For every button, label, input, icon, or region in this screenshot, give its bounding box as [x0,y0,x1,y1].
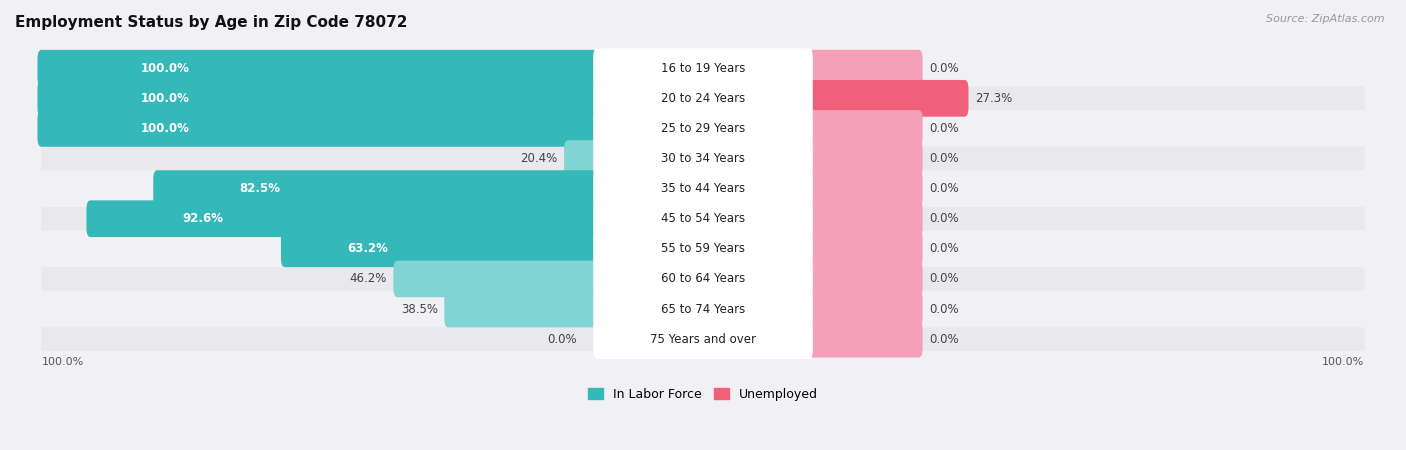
Text: 46.2%: 46.2% [350,272,387,285]
Text: 60 to 64 Years: 60 to 64 Years [661,272,745,285]
FancyBboxPatch shape [593,139,813,178]
FancyBboxPatch shape [593,108,813,148]
FancyBboxPatch shape [593,48,813,88]
FancyBboxPatch shape [38,110,707,147]
Text: 100.0%: 100.0% [141,92,190,105]
Text: 0.0%: 0.0% [929,62,959,75]
FancyBboxPatch shape [808,110,922,147]
FancyBboxPatch shape [593,199,813,238]
FancyBboxPatch shape [281,230,707,267]
FancyBboxPatch shape [808,321,922,357]
Text: 35 to 44 Years: 35 to 44 Years [661,182,745,195]
FancyBboxPatch shape [41,117,1365,140]
FancyBboxPatch shape [41,207,1365,230]
Text: 0.0%: 0.0% [929,242,959,255]
FancyBboxPatch shape [593,229,813,269]
Text: 92.6%: 92.6% [183,212,224,225]
FancyBboxPatch shape [394,261,707,297]
FancyBboxPatch shape [41,267,1365,291]
Text: 0.0%: 0.0% [929,212,959,225]
Text: 45 to 54 Years: 45 to 54 Years [661,212,745,225]
FancyBboxPatch shape [593,289,813,329]
Text: 0.0%: 0.0% [929,302,959,315]
Text: 20 to 24 Years: 20 to 24 Years [661,92,745,105]
FancyBboxPatch shape [41,147,1365,170]
Text: 55 to 59 Years: 55 to 59 Years [661,242,745,255]
FancyBboxPatch shape [808,261,922,297]
Text: 100.0%: 100.0% [141,62,190,75]
FancyBboxPatch shape [593,319,813,359]
FancyBboxPatch shape [808,230,922,267]
Text: 0.0%: 0.0% [929,182,959,195]
FancyBboxPatch shape [808,170,922,207]
FancyBboxPatch shape [593,78,813,118]
FancyBboxPatch shape [808,291,922,327]
Text: 82.5%: 82.5% [239,182,280,195]
FancyBboxPatch shape [41,297,1365,321]
FancyBboxPatch shape [38,50,707,86]
Text: 0.0%: 0.0% [929,272,959,285]
Text: 100.0%: 100.0% [1322,357,1365,367]
FancyBboxPatch shape [593,259,813,299]
FancyBboxPatch shape [808,50,922,86]
FancyBboxPatch shape [41,327,1365,351]
FancyBboxPatch shape [808,80,969,117]
Text: 100.0%: 100.0% [41,357,84,367]
Text: 27.3%: 27.3% [976,92,1012,105]
FancyBboxPatch shape [564,140,707,177]
Text: 0.0%: 0.0% [929,152,959,165]
FancyBboxPatch shape [41,56,1365,80]
Text: 38.5%: 38.5% [401,302,437,315]
Text: 20.4%: 20.4% [520,152,557,165]
Text: 75 Years and over: 75 Years and over [650,333,756,346]
Text: 100.0%: 100.0% [141,122,190,135]
FancyBboxPatch shape [153,170,707,207]
Text: Employment Status by Age in Zip Code 78072: Employment Status by Age in Zip Code 780… [15,15,408,30]
Text: 0.0%: 0.0% [929,122,959,135]
Text: 16 to 19 Years: 16 to 19 Years [661,62,745,75]
FancyBboxPatch shape [86,200,707,237]
Text: 25 to 29 Years: 25 to 29 Years [661,122,745,135]
Text: 30 to 34 Years: 30 to 34 Years [661,152,745,165]
FancyBboxPatch shape [808,200,922,237]
Text: 0.0%: 0.0% [929,333,959,346]
Text: 0.0%: 0.0% [548,333,578,346]
Text: 65 to 74 Years: 65 to 74 Years [661,302,745,315]
FancyBboxPatch shape [38,80,707,117]
Text: Source: ZipAtlas.com: Source: ZipAtlas.com [1267,14,1385,23]
FancyBboxPatch shape [41,177,1365,200]
Legend: In Labor Force, Unemployed: In Labor Force, Unemployed [583,383,823,406]
FancyBboxPatch shape [41,86,1365,110]
FancyBboxPatch shape [808,140,922,177]
Text: 63.2%: 63.2% [347,242,388,255]
FancyBboxPatch shape [444,291,707,327]
FancyBboxPatch shape [41,237,1365,261]
FancyBboxPatch shape [593,169,813,208]
